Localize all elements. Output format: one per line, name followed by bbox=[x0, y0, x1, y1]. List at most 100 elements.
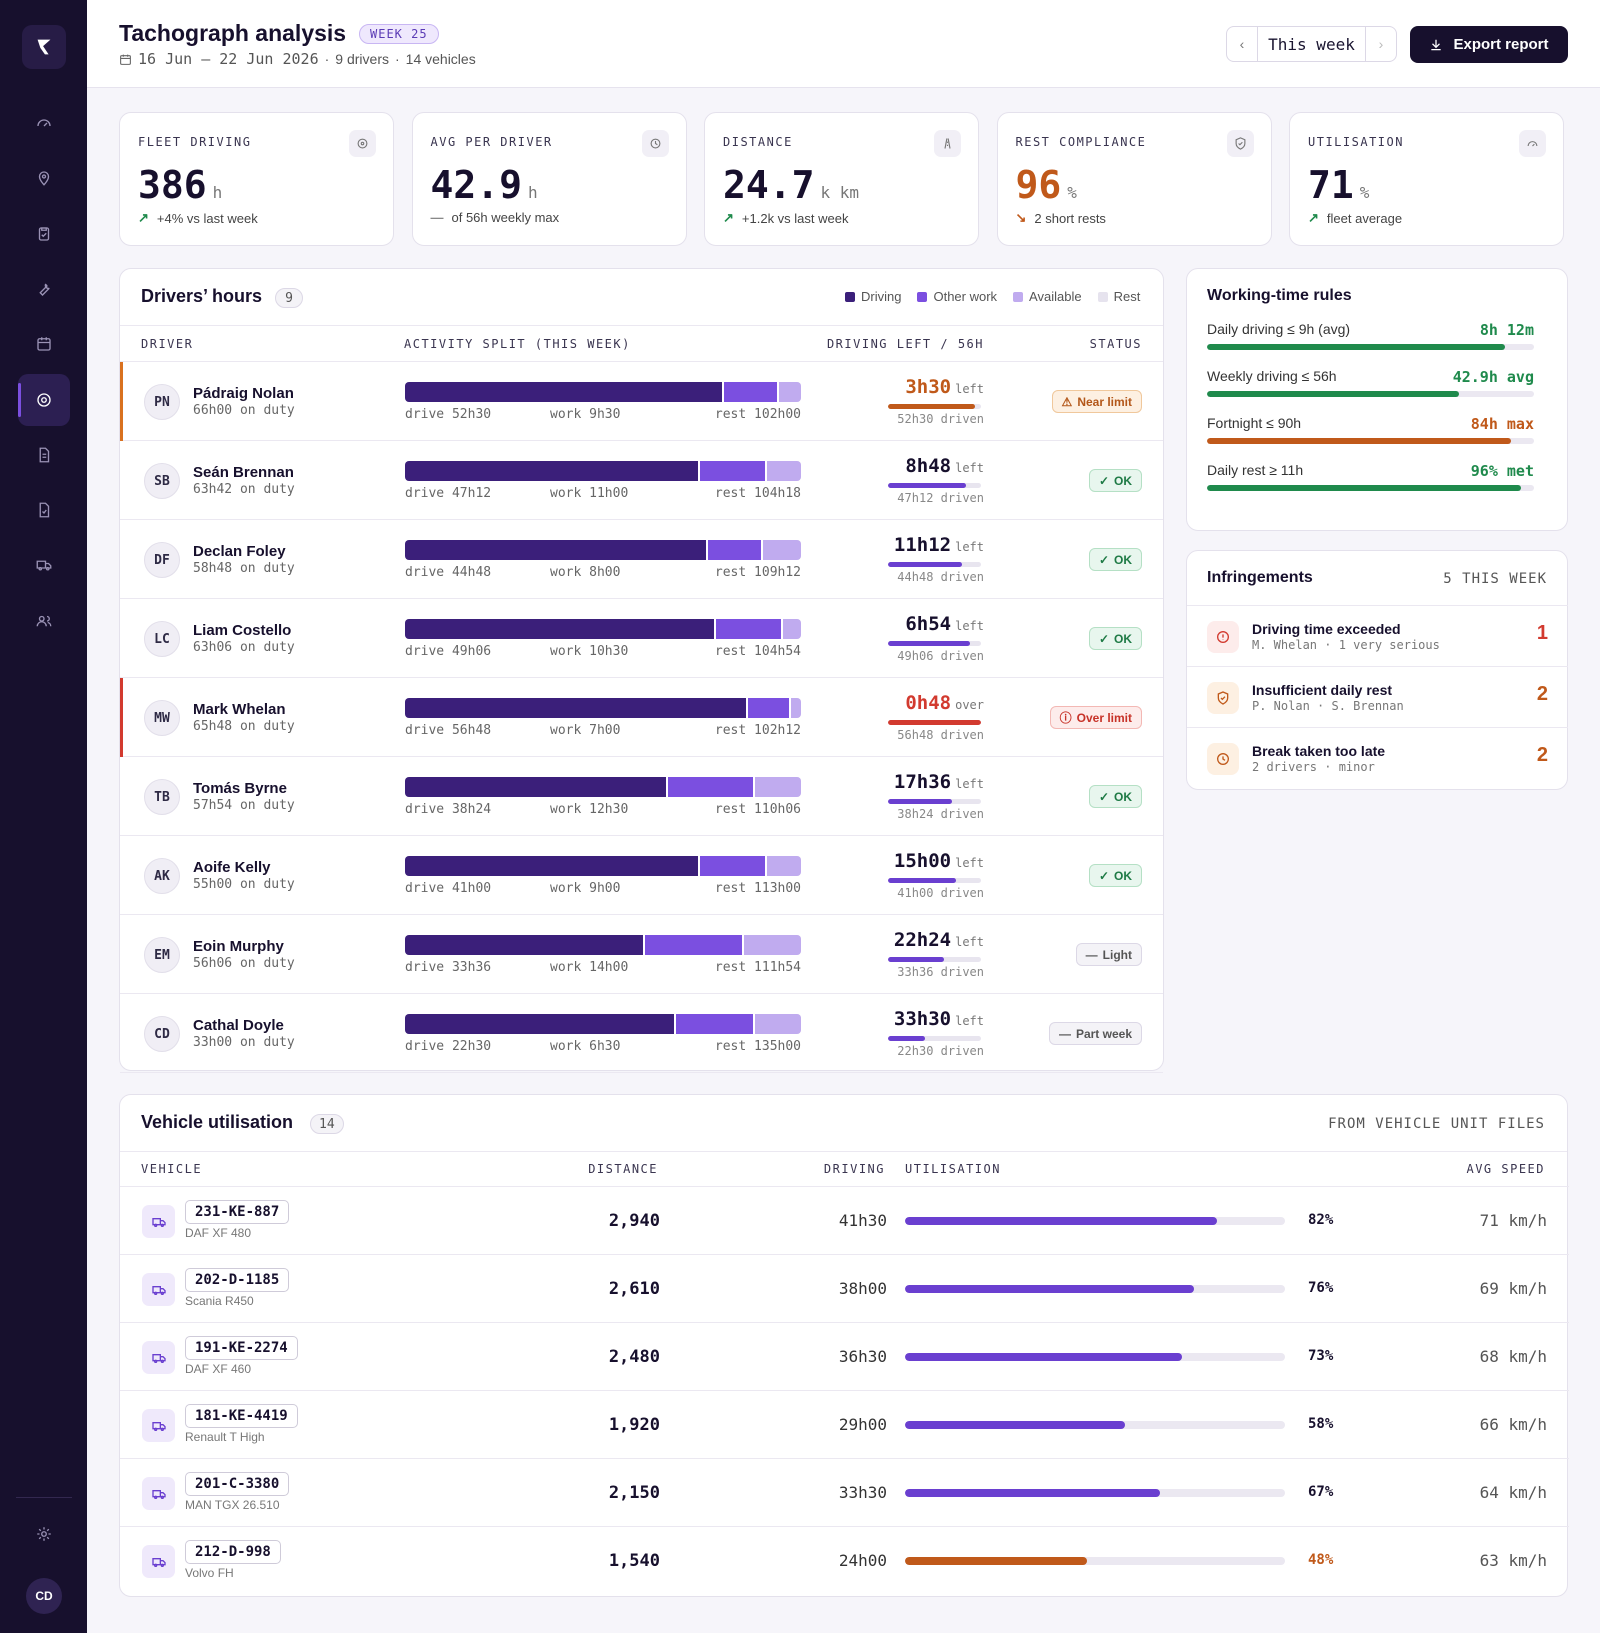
infringement-title: Break taken too late bbox=[1252, 743, 1386, 759]
user-avatar[interactable]: CD bbox=[26, 1578, 62, 1614]
rule-item: Weekly driving ≤ 56h 42.9h avg bbox=[1207, 368, 1534, 400]
nav-speedometer[interactable] bbox=[18, 97, 70, 149]
infringements-panel: Infringements 5 THIS WEEK Driving time e… bbox=[1186, 550, 1568, 790]
col-activity: ACTIVITY SPLIT (THIS WEEK) bbox=[404, 337, 631, 351]
driving-left: 17h36 left bbox=[893, 771, 984, 793]
col-avg-speed: AVG SPEED bbox=[1466, 1162, 1545, 1176]
kpi-value: 24.7 k km bbox=[723, 163, 860, 207]
period-label[interactable]: This week bbox=[1257, 26, 1366, 62]
nav-document[interactable] bbox=[18, 429, 70, 481]
kpi-value: 71% bbox=[1308, 163, 1370, 207]
nav-truck[interactable] bbox=[18, 539, 70, 591]
infringement-item[interactable]: Insufficient daily rest P. Nolan · S. Bre… bbox=[1187, 666, 1568, 726]
nav-calendar[interactable] bbox=[18, 318, 70, 370]
nav-wrench[interactable] bbox=[18, 263, 70, 315]
kpi-trend: — of 56h weekly max bbox=[430, 210, 560, 225]
driver-row[interactable]: LC Liam Costello 63h06 on duty drive 49h06 w… bbox=[120, 599, 1163, 678]
nav-target[interactable] bbox=[18, 373, 70, 426]
driver-row[interactable]: AK Aoife Kelly 55h00 on duty drive 41h00 wor… bbox=[120, 836, 1163, 915]
col-utilisation: UTILISATION bbox=[905, 1162, 1001, 1176]
driver-row[interactable]: MW Mark Whelan 65h48 on duty drive 56h48 wor… bbox=[120, 678, 1163, 757]
driver-count-pill: 9 bbox=[275, 288, 303, 308]
drive-label: drive 33h36 bbox=[405, 960, 492, 975]
row-accent bbox=[120, 362, 123, 441]
status-badge: ✓ OK bbox=[1088, 864, 1142, 887]
infringement-subtitle: 2 drivers · minor bbox=[1252, 760, 1375, 774]
work-label: work 14h00 bbox=[550, 960, 629, 975]
driver-avatar: MW bbox=[144, 700, 180, 736]
period-switcher: ‹ This week › bbox=[1226, 26, 1397, 62]
driver-avatar: DF bbox=[144, 542, 180, 578]
next-week-button[interactable]: › bbox=[1366, 26, 1396, 62]
kpi-card: REST COMPLIANCE 96% ↘ 2 short rests bbox=[996, 112, 1272, 246]
utilisation-bar bbox=[905, 1353, 1285, 1361]
utilisation-percent: 67% bbox=[1308, 1484, 1334, 1500]
driver-avatar: LC bbox=[144, 621, 180, 657]
vehicle-row[interactable]: 191-KE-2274 DAF XF 460 2,480 36h30 73% 68 km/… bbox=[120, 1322, 1569, 1390]
export-report-button[interactable]: Export report bbox=[1410, 26, 1568, 63]
kpi-value: 386 h bbox=[138, 163, 223, 207]
driver-row[interactable]: PN Pádraig Nolan 66h00 on duty drive 52h30 w… bbox=[120, 362, 1163, 441]
driver-row[interactable]: SB Seán Brennan 63h42 on duty drive 47h12 wo… bbox=[120, 441, 1163, 520]
vehicle-plate: 231-KE-887 bbox=[185, 1200, 290, 1224]
status-icon: — bbox=[1058, 1026, 1071, 1041]
vehicle-distance: 2,480 bbox=[608, 1347, 660, 1367]
status-badge: ⓘ Over limit bbox=[1049, 706, 1142, 729]
vehicle-row[interactable]: 181-KE-4419 Renault T High 1,920 29h00 58% 66… bbox=[120, 1390, 1569, 1458]
trend-flat-icon: — bbox=[430, 210, 444, 225]
nav-map-pin[interactable] bbox=[18, 152, 70, 204]
vehicle-avg-speed: 66 km/h bbox=[1479, 1415, 1547, 1434]
driver-row[interactable]: CD Cathal Doyle 33h00 on duty drive 22h30 wo… bbox=[120, 994, 1163, 1073]
trend-up-icon: ↗ bbox=[1308, 210, 1319, 225]
vehicle-row[interactable]: 231-KE-887 DAF XF 480 2,940 41h30 82% 71 km/h bbox=[120, 1186, 1569, 1254]
driver-row[interactable]: DF Declan Foley 58h48 on duty drive 44h48 wo… bbox=[120, 520, 1163, 599]
legend-other-work: Other work bbox=[917, 289, 997, 304]
truck-icon bbox=[142, 1477, 175, 1510]
driver-duty: 63h06 on duty bbox=[193, 640, 295, 655]
driving-left: 15h00 left bbox=[893, 850, 984, 872]
vehicle-driving: 29h00 bbox=[838, 1415, 887, 1434]
kpi-card: AVG PER DRIVER 42.9 h — of 56h weekly max bbox=[411, 112, 687, 246]
vehicle-row[interactable]: 212-D-998 Volvo FH 1,540 24h00 48% 63 km/h bbox=[120, 1526, 1569, 1594]
rule-label: Weekly driving ≤ 56h bbox=[1207, 368, 1337, 384]
date-range: 16 Jun – 22 Jun 2026 bbox=[138, 50, 319, 68]
driver-row[interactable]: TB Tomás Byrne 57h54 on duty drive 38h24 wor… bbox=[120, 757, 1163, 836]
driven-label: 41h00 driven bbox=[897, 886, 984, 900]
status-icon: ✓ bbox=[1098, 473, 1109, 488]
nav-document-check[interactable] bbox=[18, 484, 70, 536]
work-label: work 12h30 bbox=[550, 802, 629, 817]
infringement-subtitle: M. Whelan · 1 very serious bbox=[1252, 638, 1440, 652]
col-driving: DRIVING bbox=[823, 1162, 885, 1176]
utilisation-percent: 73% bbox=[1308, 1348, 1334, 1364]
utilisation-bar bbox=[905, 1557, 1285, 1565]
truck-icon bbox=[142, 1545, 175, 1578]
driver-name: Aoife Kelly bbox=[193, 859, 271, 876]
truck-icon bbox=[142, 1273, 175, 1306]
driver-row[interactable]: EM Eoin Murphy 56h06 on duty drive 33h36 wor… bbox=[120, 915, 1163, 994]
prev-week-button[interactable]: ‹ bbox=[1227, 26, 1257, 62]
page-subtitle: 16 Jun – 22 Jun 2026 · 9 drivers · 14 ve… bbox=[119, 50, 476, 68]
infringement-item[interactable]: Driving time exceeded M. Whelan · 1 very … bbox=[1187, 605, 1568, 665]
download-icon bbox=[1431, 39, 1442, 50]
bar-driving bbox=[405, 698, 746, 718]
rule-item: Daily driving ≤ 9h (avg) 8h 12m bbox=[1207, 321, 1534, 353]
infringement-item[interactable]: Break taken too late 2 drivers · minor 2 bbox=[1187, 727, 1568, 787]
nav-clipboard[interactable] bbox=[18, 208, 70, 260]
vehicle-model: Renault T High bbox=[185, 1430, 265, 1444]
utilisation-percent: 58% bbox=[1308, 1416, 1334, 1432]
bar-other-work bbox=[674, 1014, 754, 1034]
vehicle-row[interactable]: 202-D-1185 Scania R450 2,610 38h00 76% 69 km/… bbox=[120, 1254, 1569, 1322]
vehicle-driving: 33h30 bbox=[838, 1483, 887, 1502]
utilisation-percent: 82% bbox=[1308, 1212, 1334, 1228]
bar-available bbox=[741, 935, 801, 955]
settings-icon[interactable] bbox=[18, 1508, 70, 1560]
document-icon bbox=[39, 447, 50, 463]
nav-users[interactable] bbox=[18, 595, 70, 647]
separator-dot: · bbox=[324, 51, 330, 67]
bar-driving bbox=[405, 619, 714, 639]
export-label: Export report bbox=[1453, 36, 1549, 53]
app-logo[interactable] bbox=[22, 25, 66, 69]
bar-other-work bbox=[705, 540, 762, 560]
vehicle-row[interactable]: 201-C-3380 MAN TGX 26.510 2,150 33h30 67% 64 … bbox=[120, 1458, 1569, 1526]
bar-driving bbox=[405, 461, 699, 481]
